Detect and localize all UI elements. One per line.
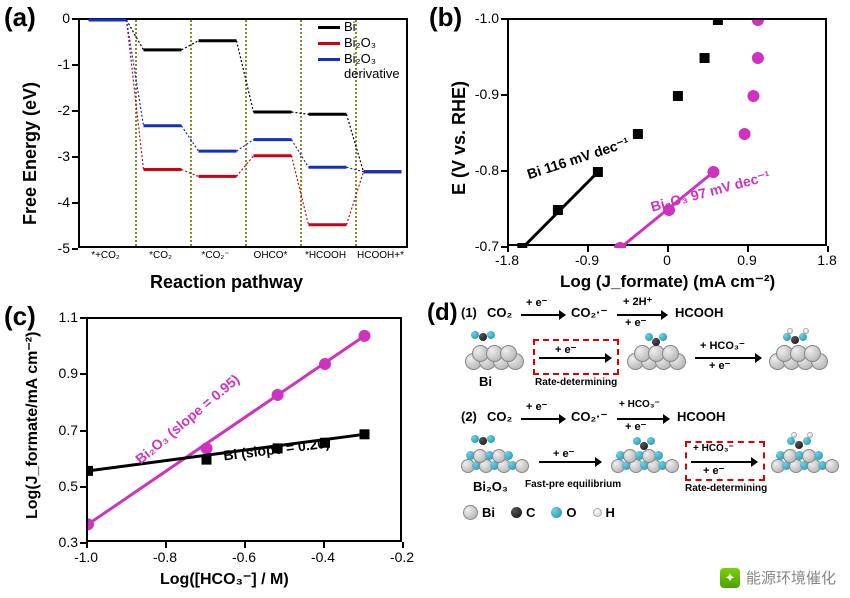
d-r2-rds: Rate-determining	[685, 483, 767, 494]
panel-c-label: (c)	[4, 301, 36, 332]
plot-b-ylabel: E (V vs. RHE)	[449, 81, 470, 195]
atom-legend: Bi C O H	[463, 505, 615, 520]
d-row1-tag: (1)	[461, 305, 477, 320]
watermark-text: 能源环境催化	[746, 567, 836, 588]
d-row2-tag: (2)	[461, 409, 477, 424]
d-r1-cat: Bi	[479, 374, 492, 389]
plot-b-xlabel: Log (J_formate) (mA cm⁻²)	[560, 272, 775, 292]
plot-a-ylabel: Free Energy (eV)	[20, 82, 41, 225]
d-r2-pre: Fast-pre equilibrium	[525, 479, 621, 490]
wechat-icon: ✦	[720, 568, 740, 588]
arrow-icon	[539, 461, 601, 463]
arrow-icon	[521, 418, 565, 420]
watermark: ✦ 能源环境催化	[720, 567, 836, 588]
panel-a: (a) Bi Bi₂O₃ Bi₂O₃ derivative -5-4-3-2-1…	[0, 0, 425, 299]
panel-b: (b) Bi 116 mV dec⁻¹ Bi₂O₃ 97 mV dec⁻¹ -0…	[425, 0, 850, 299]
plot-c-xlabel: Log([HCO₃⁻] / M)	[160, 569, 289, 589]
plot-c-area: Bi₂O₃ (slope = 0.95) Bi (slope = 0.20)	[86, 317, 402, 542]
arrow-icon	[521, 314, 565, 316]
plot-c-ylabel: Log(J_formate/mA cm⁻²)	[22, 332, 42, 519]
panel-c: (c) Bi₂O₃ (slope = 0.95) Bi (slope = 0.2…	[0, 299, 425, 598]
d-r1-hcooh: HCOOH	[675, 305, 723, 320]
plot-a-area: Bi Bi₂O₃ Bi₂O₃ derivative	[78, 18, 408, 248]
d-r2-cat: Bi₂O₃	[473, 479, 508, 494]
panel-b-label: (b)	[429, 2, 462, 33]
plot-a-xlabel: Reaction pathway	[150, 272, 303, 293]
d-r1-co2: CO₂	[487, 305, 512, 320]
arrow-icon	[691, 461, 757, 463]
panel-a-label: (a)	[4, 2, 36, 33]
panel-d-label: (d)	[427, 299, 458, 327]
arrow-icon	[539, 357, 611, 359]
plot-b-area: Bi 116 mV dec⁻¹ Bi₂O₃ 97 mV dec⁻¹	[507, 18, 827, 246]
panel-d: (d) (1) CO₂ + e⁻ CO₂·⁻ + 2H⁺ + e⁻ HCOOH …	[425, 299, 850, 598]
d-r1-co2rad: CO₂·⁻	[571, 305, 607, 321]
d-r1-rds: Rate-determining	[535, 377, 617, 388]
